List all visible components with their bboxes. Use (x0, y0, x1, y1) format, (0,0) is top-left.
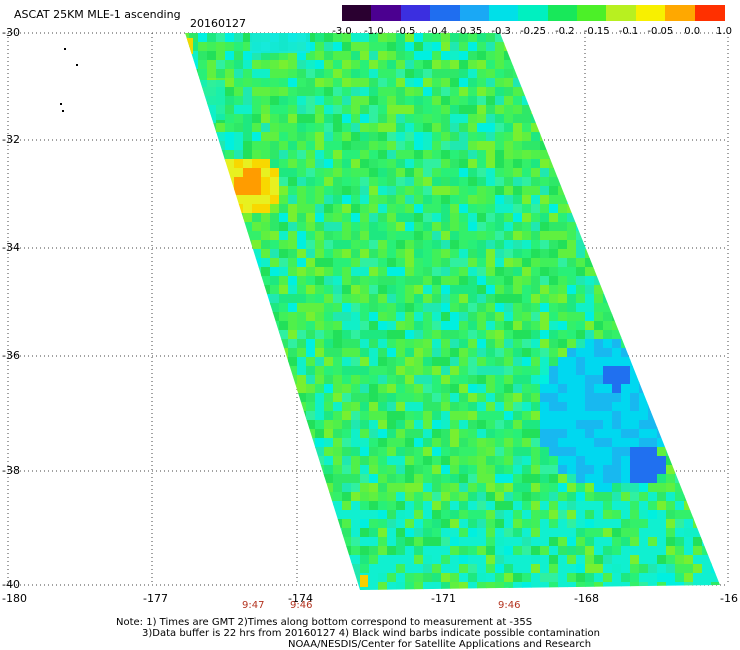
colorbar-segment (577, 5, 608, 21)
colorbar-tick-label: -1.0 (364, 26, 384, 37)
colorbar-segment (606, 5, 637, 21)
colorbar-segment (430, 5, 461, 21)
lat-label: -34 (2, 241, 20, 254)
colorbar-segment (635, 5, 667, 21)
colorbar-segment (342, 5, 373, 21)
land-point (60, 103, 62, 105)
time-label: 9:47 (242, 600, 265, 611)
lon-label: -180 (2, 592, 27, 605)
colorbar-segment (665, 5, 696, 21)
colorbar-segment (547, 5, 579, 21)
lat-label: -36 (2, 349, 20, 362)
colorbar-tick-label: -0.1 (618, 26, 639, 37)
colorbar-tick-label: -0.35 (456, 26, 483, 37)
footer-note-line2: 3)Data buffer is 22 hrs from 20160127 4)… (142, 628, 600, 639)
colorbar-segment (459, 5, 490, 21)
land-point (76, 64, 78, 66)
colorbar (342, 5, 725, 21)
footer-note-line3: NOAA/NESDIS/Center for Satellite Applica… (288, 639, 592, 650)
lat-label: -30 (2, 26, 20, 39)
colorbar-segment (518, 5, 549, 21)
colorbar-tick-label: -3.0 (332, 26, 352, 37)
colorbar-tick-label: -0.15 (583, 26, 610, 37)
land-point (64, 48, 66, 50)
colorbar-tick-label: -0.05 (647, 26, 674, 37)
lon-label: -177 (143, 592, 168, 605)
colorbar-tick-label: -0.3 (491, 26, 511, 37)
colorbar-tick-label: 1.0 (716, 26, 732, 37)
product-title: ASCAT 25KM MLE-1 ascending (14, 8, 181, 21)
colorbar-segment (488, 5, 520, 21)
colorbar-tick-label: -0.5 (395, 26, 416, 37)
product-date: 20160127 (190, 17, 246, 30)
lat-label: -40 (2, 578, 20, 591)
land-point (62, 110, 64, 112)
colorbar-segment (400, 5, 432, 21)
colorbar-tick-label: 0.0 (684, 26, 701, 37)
time-label: 9:46 (498, 600, 521, 611)
lon-label: -16 (720, 592, 738, 605)
colorbar-segment (371, 5, 402, 21)
lon-label: -171 (431, 592, 456, 605)
lon-label: -174 (288, 592, 313, 605)
colorbar-tick-label: -0.25 (520, 26, 546, 37)
lat-label: -38 (2, 464, 20, 477)
colorbar-segment (694, 5, 725, 21)
footer-note-line1: Note: 1) Times are GMT 2)Times along bot… (116, 617, 533, 628)
colorbar-tick-label: -0.4 (427, 26, 448, 37)
time-label: 9:46 (290, 600, 313, 611)
wind-field (185, 33, 720, 590)
lat-label: -32 (2, 133, 20, 146)
colorbar-tick-label: -0.2 (555, 26, 575, 37)
lon-label: -168 (574, 592, 599, 605)
